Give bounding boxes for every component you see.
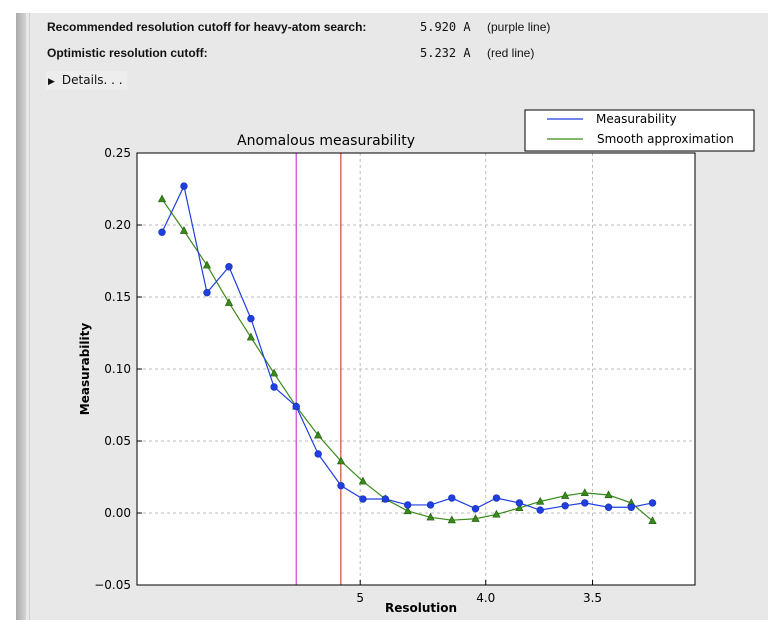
y-tick-label: 0.20: [104, 218, 131, 232]
data-point: [536, 506, 544, 514]
data-point: [536, 496, 545, 505]
data-point: [561, 502, 569, 510]
data-point: [627, 503, 635, 511]
y-tick-label: 0.00: [104, 506, 131, 520]
data-point: [515, 503, 524, 512]
data-point: [270, 383, 278, 391]
data-point: [604, 503, 613, 511]
series-measurability: [158, 182, 657, 514]
cutoff-lines: [295, 153, 342, 585]
data-point: [404, 501, 412, 509]
x-axis-label: Resolution: [385, 601, 457, 615]
data-point: [179, 226, 189, 234]
data-point: [403, 506, 412, 515]
data-point: [492, 494, 501, 502]
data-point: [471, 514, 480, 522]
optimistic-cutoff-note: (red line): [487, 46, 535, 60]
data-point: [648, 499, 657, 507]
y-tick-label: 0.25: [104, 146, 131, 160]
y-tick-label: 0.15: [104, 290, 131, 304]
data-point: [561, 491, 570, 499]
y-tick-label: 0.10: [104, 362, 131, 376]
recommended-cutoff-note: (purple line): [487, 20, 551, 34]
y-tick-label: −0.05: [94, 578, 131, 592]
legend: Measurability Smooth approximation: [524, 109, 755, 152]
data-point: [426, 512, 435, 521]
grid: [137, 153, 695, 585]
series-layer: [157, 182, 657, 525]
data-point: [203, 288, 211, 297]
y-tick-label: 0.05: [104, 434, 131, 448]
disclosure-triangle-icon: ▶: [48, 77, 55, 87]
data-point: [492, 509, 501, 518]
data-point: [337, 481, 345, 490]
data-point: [292, 402, 300, 411]
data-point: [224, 298, 234, 306]
x-tick-label: 3.5: [583, 591, 602, 605]
optimistic-cutoff-value: 5.232 A: [420, 46, 471, 60]
data-point: [359, 495, 367, 503]
legend-box: [524, 109, 755, 152]
ticks: −0.05 0.00 0.05 0.10 0.15 0.20 0.25 5 4.0 3.5: [94, 146, 602, 605]
data-point: [157, 194, 167, 203]
data-point: [180, 182, 188, 190]
panel-divider: [29, 13, 30, 620]
data-point: [314, 450, 322, 458]
data-point: [581, 499, 589, 507]
data-point: [381, 495, 390, 503]
recommended-cutoff-value: 5.920 A: [420, 20, 471, 34]
legend-label-measurability: Measurability: [596, 112, 677, 126]
data-point: [158, 228, 166, 236]
x-tick-label: 5: [356, 591, 364, 605]
chart-title: Anomalous measurability: [237, 133, 415, 149]
series-smooth-approximation: [157, 194, 657, 525]
data-point: [202, 260, 212, 269]
data-point: [604, 490, 613, 499]
data-point: [648, 516, 657, 525]
data-point: [448, 494, 456, 502]
data-point: [246, 332, 255, 341]
data-point: [515, 499, 524, 507]
details-label: Details. . .: [61, 73, 123, 87]
data-point: [580, 488, 589, 496]
y-axis-label: Measurability: [78, 323, 92, 416]
data-point: [314, 430, 323, 439]
data-point: [225, 263, 233, 271]
data-point: [336, 456, 346, 465]
data-point: [247, 314, 255, 323]
x-tick-label: 4.0: [476, 591, 495, 605]
panel-border: [16, 13, 26, 620]
data-point: [358, 476, 368, 485]
data-point: [426, 501, 435, 509]
recommended-cutoff-label: Recommended resolution cutoff for heavy-…: [47, 20, 367, 34]
details-disclosure[interactable]: ▶ Details. . .: [46, 71, 127, 90]
data-point: [447, 515, 456, 524]
data-point: [269, 368, 279, 377]
legend-label-smooth: Smooth approximation: [597, 132, 734, 146]
data-point: [471, 504, 480, 513]
optimistic-cutoff-label: Optimistic resolution cutoff:: [47, 46, 208, 60]
